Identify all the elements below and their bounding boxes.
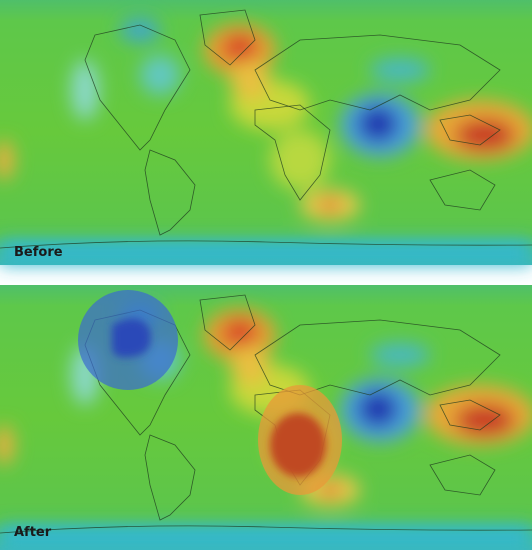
panel-label: After xyxy=(14,525,52,540)
highlight-orange xyxy=(258,385,342,495)
after-panel: After xyxy=(0,285,532,550)
highlight-blue xyxy=(78,290,178,390)
panel-label: Before xyxy=(14,245,63,260)
before-panel: Before xyxy=(0,0,532,265)
